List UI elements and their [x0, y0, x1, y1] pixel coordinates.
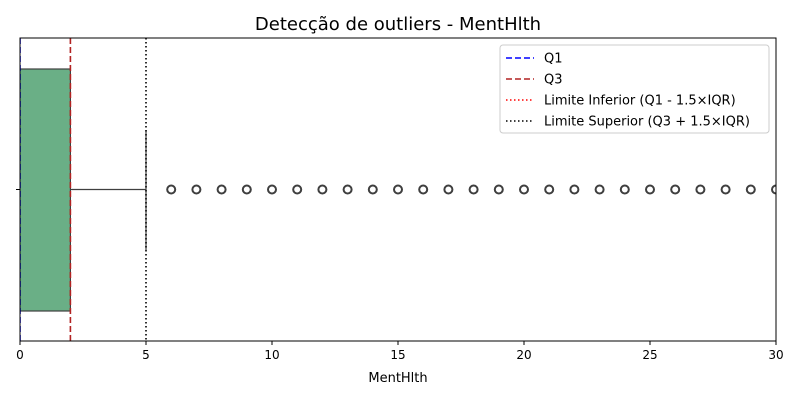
x-axis-label: MentHlth — [368, 371, 427, 386]
outlier-point — [292, 184, 303, 195]
x-axis: 0 5 10 15 20 25 30 — [16, 189, 784, 362]
outlier-point — [216, 184, 227, 195]
x-tick-label: 15 — [390, 348, 405, 362]
outlier-point — [594, 184, 605, 195]
x-tick-label: 30 — [768, 348, 783, 362]
outlier-point — [342, 184, 353, 195]
x-tick-label: 10 — [264, 348, 279, 362]
legend-label: Limite Inferior (Q1 - 1.5×IQR) — [544, 94, 736, 109]
outlier-point — [468, 184, 479, 195]
outlier-point — [745, 184, 756, 195]
box-body — [20, 68, 72, 312]
outlier-point — [670, 184, 681, 195]
outlier-point — [241, 184, 252, 195]
legend-label: Q1 — [544, 52, 563, 67]
chart-title: Detecção de outliers - MentHlth — [255, 14, 541, 35]
x-tick-label: 25 — [642, 348, 657, 362]
outlier-point — [166, 184, 177, 195]
outlier-point — [720, 184, 731, 195]
outlier-point — [393, 184, 403, 195]
outlier-point — [695, 184, 706, 195]
outlier-point — [267, 184, 277, 195]
x-tick-label: 20 — [516, 348, 531, 362]
outlier-point — [367, 184, 378, 195]
outlier-point — [544, 184, 555, 195]
legend-label: Q3 — [544, 73, 563, 88]
legend-box — [499, 44, 770, 134]
outlier-point — [569, 184, 580, 195]
outlier-point — [645, 184, 655, 195]
outlier-point — [619, 184, 630, 195]
legend: Q1 Q3 Limite Inferior (Q1 - 1.5×IQR) Limite… — [499, 44, 770, 134]
outlier-point — [771, 184, 776, 195]
outlier-point — [493, 184, 504, 195]
x-tick-label: 5 — [142, 348, 150, 362]
outlier-point — [443, 184, 454, 195]
outlier-point — [317, 184, 328, 195]
legend-label: Limite Superior (Q3 + 1.5×IQR) — [544, 115, 750, 130]
outlier-point — [519, 184, 529, 195]
x-tick-label: 0 — [16, 348, 24, 362]
plot-area — [20, 38, 776, 341]
outlier-point — [418, 184, 429, 195]
outlier-point — [191, 184, 202, 195]
